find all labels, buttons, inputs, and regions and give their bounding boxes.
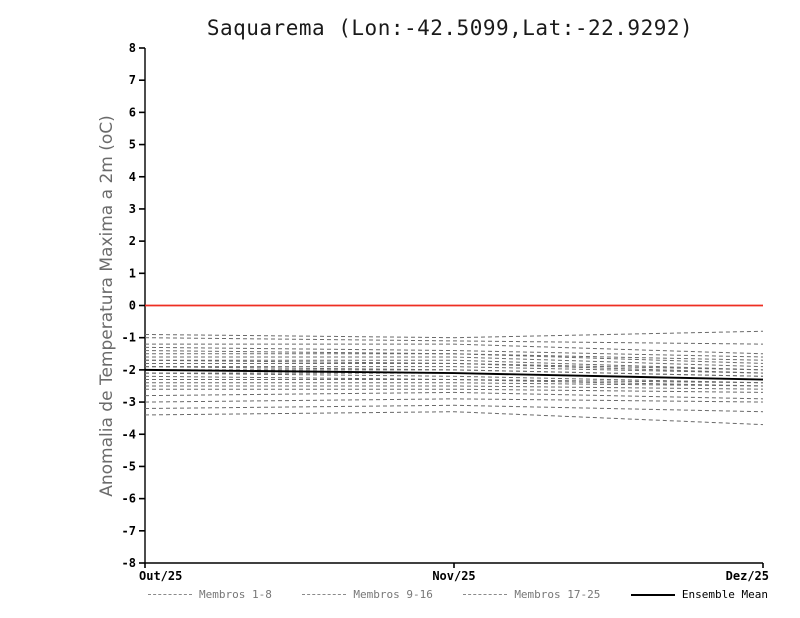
dashed-line-sample: [148, 594, 192, 595]
y-tick-label: 1: [129, 266, 136, 280]
member-line: [144, 411, 764, 426]
x-tick-label: Dez/25: [726, 569, 769, 583]
dashed-line-sample: [302, 594, 347, 595]
member-line: [144, 404, 764, 413]
legend-item-members-9-16: Membros 9-16: [302, 588, 433, 601]
ensemble-mean-line: [144, 368, 764, 381]
member-line: [145, 353, 764, 364]
legend-label: Ensemble Mean: [681, 588, 768, 601]
y-tick-label: -8: [122, 556, 136, 570]
member-line: [145, 362, 764, 374]
member-line: [144, 398, 764, 403]
legend-item-ensemble-mean: Ensemble Mean: [630, 588, 768, 601]
legend-item-members-17-25: Membros 17-25: [463, 588, 600, 601]
member-line: [144, 359, 764, 371]
member-line: [144, 372, 764, 384]
member-line: [145, 343, 764, 355]
chart-plot: Anomalia de Temperatura Maxima a 2m (oC)…: [97, 41, 769, 583]
y-tick-label: -4: [122, 427, 136, 441]
member-line: [145, 366, 764, 374]
y-tick-label: -2: [122, 363, 136, 377]
chart-title: Saquarema (Lon:-42.5099,Lat:-22.9292): [206, 16, 694, 40]
x-tick-label: Nov/25: [432, 569, 475, 583]
legend-label: Membros 9-16: [353, 588, 433, 601]
legend-label: Membros 1-8: [199, 588, 272, 601]
solid-line-sample: [630, 593, 675, 596]
y-tick-label: 5: [129, 138, 136, 152]
legend-item-members-1-8: Membros 1-8: [148, 588, 272, 601]
y-tick-label: 4: [129, 170, 136, 184]
member-line: [145, 356, 764, 368]
y-tick-label: -5: [122, 459, 136, 473]
x-tick-label: Out/25: [139, 569, 182, 583]
y-axis-label: Anomalia de Temperatura Maxima a 2m (oC): [97, 115, 117, 497]
y-tick-label: -3: [122, 395, 136, 409]
y-tick-label: -7: [122, 524, 136, 538]
dashed-line-sample: [463, 594, 508, 595]
y-tick-label: -6: [122, 492, 136, 506]
y-tick-label: 2: [129, 234, 136, 248]
member-line: [145, 369, 764, 377]
y-tick-label: 3: [129, 202, 136, 216]
y-tick-label: 8: [129, 41, 136, 55]
y-tick-label: -1: [122, 331, 136, 345]
legend-label: Membros 17-25: [514, 588, 601, 601]
member-line: [144, 330, 764, 339]
chart-legend: Membros 1-8 Membros 9-16 Membros 17-25 E…: [148, 588, 768, 601]
member-line: [144, 346, 764, 358]
member-line: [145, 379, 764, 387]
y-tick-label: 0: [129, 299, 136, 313]
member-line: [144, 337, 764, 345]
member-line: [145, 382, 764, 387]
member-line: [145, 385, 764, 390]
member-line: [145, 388, 764, 393]
y-tick-label: 7: [129, 73, 136, 87]
member-line: [144, 391, 764, 400]
member-line: [145, 359, 764, 371]
y-tick-label: 6: [129, 105, 136, 119]
